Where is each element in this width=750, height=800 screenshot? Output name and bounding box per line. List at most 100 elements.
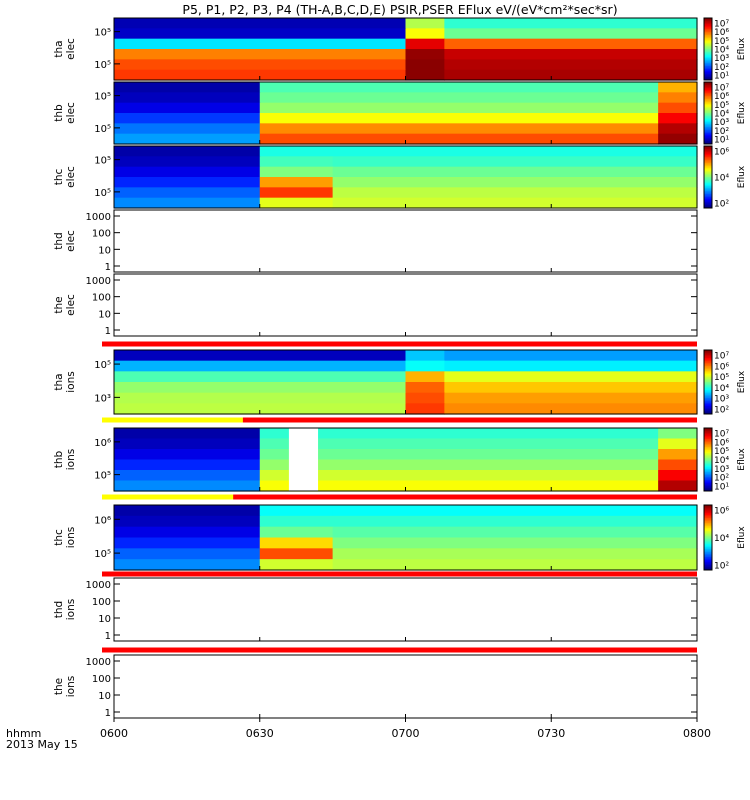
- colorbar-step: [704, 114, 712, 117]
- colorbar-step: [704, 359, 712, 362]
- colorbar-step: [704, 175, 712, 178]
- colorbar-step: [704, 402, 712, 405]
- colorbar-step: [704, 167, 712, 170]
- spectrogram-cell: [259, 92, 659, 104]
- colorbar: 10⁶ 10⁴ 10² Eflux: [703, 504, 747, 572]
- colorbar-step: [704, 534, 712, 537]
- colorbar-step: [704, 82, 712, 85]
- panel-the-elec: 1000 100 10 1 the elec: [53, 273, 698, 337]
- colorbar-step: [704, 136, 712, 139]
- spectrogram-cell: [405, 371, 445, 383]
- colorbar-step: [704, 481, 712, 484]
- colorbar-step: [704, 553, 712, 556]
- colorbar-step: [704, 539, 712, 542]
- spectrogram-cell: [259, 438, 659, 450]
- colorbar-step: [704, 55, 712, 58]
- colorbar-step: [704, 181, 712, 184]
- time-tick-label: 0800: [683, 727, 711, 740]
- colorbar-step: [704, 119, 712, 122]
- colorbar-step: [704, 385, 712, 388]
- colorbar-step: [704, 130, 712, 133]
- spectrogram-cell: [259, 123, 659, 135]
- colorbar-tick-label: 10²: [714, 406, 729, 416]
- colorbar-step: [704, 45, 712, 48]
- spectrogram-cell: [444, 360, 698, 372]
- colorbar-step: [704, 92, 712, 95]
- time-tick-label: 0700: [392, 727, 420, 740]
- colorbar-step: [704, 120, 712, 123]
- colorbar-label: Eflux: [737, 165, 747, 188]
- spectrogram-cell: [444, 59, 698, 71]
- colorbar-step: [704, 128, 712, 131]
- colorbar-step: [704, 206, 712, 209]
- spectrogram-cell: [114, 470, 261, 482]
- colorbar-step: [704, 153, 712, 156]
- colorbar-step: [704, 445, 712, 448]
- colorbar-step: [704, 464, 712, 467]
- colorbar-step: [704, 366, 712, 369]
- colorbar-step: [704, 555, 712, 558]
- colorbar-tick-label: 10⁴: [714, 174, 729, 184]
- colorbar-step: [704, 454, 712, 457]
- colorbar-step: [704, 201, 712, 204]
- colorbar-step: [704, 448, 712, 451]
- y-tick-label: 10: [98, 245, 111, 256]
- spectrogram-cell: [114, 537, 261, 549]
- colorbar-frame: [703, 145, 713, 209]
- colorbar-step: [704, 200, 712, 203]
- spectrogram-cell: [405, 49, 445, 60]
- spectrogram-cell: [658, 459, 698, 471]
- colorbar-step: [704, 514, 712, 517]
- panel-ylabel: the: [53, 296, 65, 313]
- colorbar-label: Eflux: [737, 101, 747, 124]
- spectrogram-cell: [405, 360, 445, 372]
- colorbar-step: [704, 375, 712, 378]
- colorbar-step: [704, 146, 712, 149]
- spectrogram-cell: [658, 428, 698, 440]
- spectrogram-cell: [444, 28, 698, 40]
- y-tick-label: 10³: [94, 393, 111, 404]
- colorbar-step: [704, 187, 712, 190]
- colorbar-step: [704, 410, 712, 413]
- spectrogram-cell: [405, 403, 445, 415]
- colorbar-step: [704, 544, 712, 547]
- colorbar-tick-label: 10⁵: [714, 101, 729, 111]
- spectrogram-cell: [114, 438, 261, 450]
- panel-ylabel: elec: [65, 38, 77, 60]
- colorbar-tick-label: 10⁴: [714, 384, 729, 394]
- panel-thc-ions: 10⁶ 10⁵ 10⁶ 10⁴ 10² Eflux thc ions: [53, 504, 747, 572]
- colorbar-tick-label: 10⁷: [714, 84, 729, 94]
- spectrogram-cell: [332, 537, 698, 549]
- colorbar-step: [704, 540, 712, 543]
- colorbar-step: [704, 69, 712, 72]
- spectrogram-cell: [259, 187, 334, 199]
- spectrogram-cell: [259, 526, 334, 539]
- colorbar-frame: [703, 504, 713, 571]
- spectrogram-cell: [259, 133, 659, 145]
- spectrogram-cell: [114, 49, 407, 60]
- colorbar-step: [704, 506, 712, 509]
- y-tick-label: 1: [105, 326, 111, 337]
- colorbar-step: [704, 478, 712, 481]
- colorbar-step: [704, 76, 712, 79]
- colorbar-step: [704, 126, 712, 129]
- spectrogram-cell: [114, 28, 407, 40]
- colorbar-step: [704, 155, 712, 158]
- colorbar-label: Eflux: [737, 37, 747, 60]
- spectrogram-cell: [658, 438, 698, 450]
- colorbar-tick-label: 10⁵: [714, 373, 729, 383]
- colorbar-tick-label: 10⁴: [714, 46, 729, 56]
- colorbar-step: [704, 431, 712, 434]
- spectrogram-cell: [114, 382, 407, 394]
- spectrogram-cell: [114, 38, 407, 50]
- colorbar-label: Eflux: [737, 526, 747, 549]
- spectrogram-cell: [114, 146, 261, 157]
- colorbar-step: [704, 531, 712, 534]
- panel-ylabel: elec: [65, 102, 77, 124]
- panel-ylabel: ions: [65, 599, 77, 620]
- colorbar-step: [704, 177, 712, 180]
- colorbar-step: [704, 44, 712, 47]
- colorbar-step: [704, 18, 712, 21]
- spectrogram-cell: [259, 113, 659, 124]
